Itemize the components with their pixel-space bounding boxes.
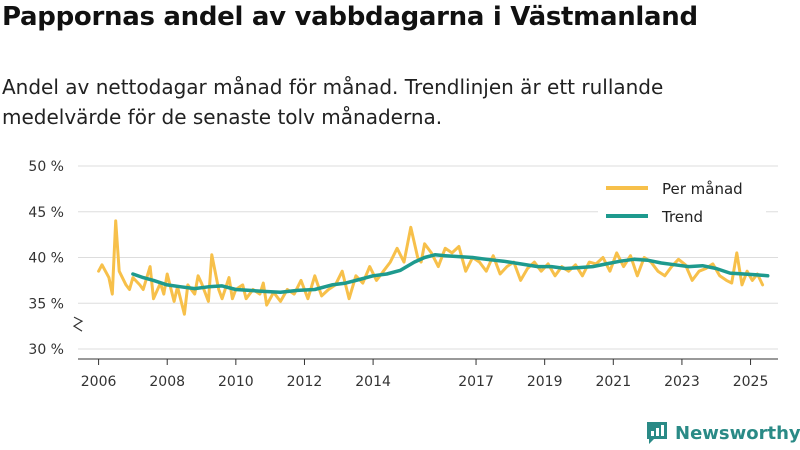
x-axis: 2006 2008 2010 2012 2014 2017 2019 2021 2023 2025	[78, 358, 778, 390]
legend-label-trend: Trend	[661, 208, 703, 226]
x-tick-label-2019: 2019	[527, 374, 563, 390]
y-tick-label-45: 45 %	[28, 205, 64, 221]
axis-break-marker	[72, 316, 84, 332]
x-tick-label-2010: 2010	[218, 374, 254, 390]
y-tick-label-30: 30 %	[28, 342, 64, 358]
x-tick-label-2025: 2025	[733, 374, 769, 390]
y-tick-label-35: 35 %	[28, 296, 64, 312]
x-tick-label-2012: 2012	[287, 374, 323, 390]
chart-title: Pappornas andel av vabbdagarna i Västman…	[2, 2, 698, 32]
legend-background	[598, 176, 766, 234]
x-tick-label-2021: 2021	[595, 374, 631, 390]
x-tick-label-2017: 2017	[458, 374, 494, 390]
chart-series	[97, 219, 770, 316]
y-axis-ticks: 30 % 35 % 40 % 45 % 50 %	[28, 159, 84, 358]
y-tick-label-40: 40 %	[28, 251, 64, 267]
newsworthy-logo: Newsworthy	[645, 420, 800, 446]
series-line-per-m-nad	[97, 219, 765, 316]
x-tick-label-2014: 2014	[355, 374, 391, 390]
brand-name: Newsworthy	[675, 422, 800, 444]
x-tick-label-2008: 2008	[149, 374, 185, 390]
chart-subtitle: Andel av nettodagar månad för månad. Tre…	[2, 75, 664, 129]
series-line-trend	[131, 253, 770, 295]
legend: Per månad Trend	[598, 176, 766, 234]
legend-label-per-manad: Per månad	[662, 180, 743, 198]
x-tick-label-2023: 2023	[664, 374, 700, 390]
newsworthy-logo-icon	[647, 422, 667, 444]
x-tick-label-2006: 2006	[81, 374, 117, 390]
y-tick-label-50: 50 %	[28, 159, 64, 175]
